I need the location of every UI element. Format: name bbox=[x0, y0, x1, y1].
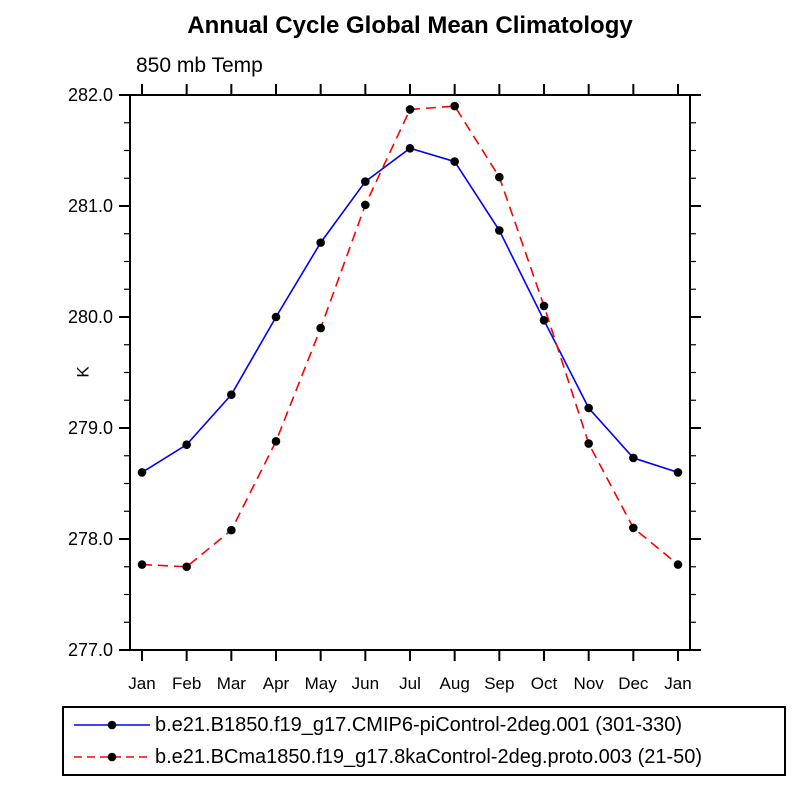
data-marker bbox=[361, 177, 370, 186]
x-tick-label: Jan bbox=[664, 674, 691, 693]
data-marker bbox=[673, 468, 683, 477]
data-marker bbox=[405, 143, 415, 153]
x-tick-label: Apr bbox=[263, 674, 290, 693]
x-tick-label: Mar bbox=[217, 674, 247, 693]
data-marker bbox=[137, 560, 147, 569]
data-marker bbox=[227, 525, 236, 535]
legend-label: b.e21.B1850.f19_g17.CMIP6-piControl-2deg… bbox=[155, 713, 683, 736]
data-marker bbox=[182, 562, 191, 572]
data-marker bbox=[539, 316, 549, 325]
x-tick-label: Aug bbox=[440, 674, 470, 693]
data-marker bbox=[495, 172, 504, 182]
x-tick-label: Oct bbox=[531, 674, 558, 693]
data-marker bbox=[137, 468, 147, 477]
x-tick-label: Jan bbox=[128, 674, 155, 693]
data-marker bbox=[361, 200, 370, 210]
x-tick-label: Nov bbox=[574, 674, 605, 693]
data-marker bbox=[182, 440, 191, 449]
x-tick-label: Jul bbox=[399, 674, 421, 693]
data-marker bbox=[584, 403, 593, 413]
legend-line-sample-solid-icon bbox=[74, 720, 150, 730]
data-marker bbox=[629, 523, 638, 533]
y-tick-label: 278.0 bbox=[68, 529, 113, 549]
legend-marker-icon bbox=[107, 720, 117, 730]
legend-box: b.e21.B1850.f19_g17.CMIP6-piControl-2deg… bbox=[62, 706, 786, 776]
data-marker bbox=[673, 560, 683, 569]
data-marker bbox=[584, 439, 593, 448]
y-tick-label: 277.0 bbox=[68, 640, 113, 660]
series-line-1 bbox=[141, 105, 679, 568]
data-marker bbox=[629, 453, 638, 463]
y-tick-label: 281.0 bbox=[68, 196, 113, 216]
series-line-0 bbox=[141, 147, 679, 474]
data-marker bbox=[405, 105, 415, 114]
plot-frame bbox=[129, 94, 691, 651]
x-tick-label: Sep bbox=[484, 674, 514, 693]
data-marker bbox=[450, 157, 459, 166]
data-marker bbox=[495, 226, 504, 235]
x-tick-label: May bbox=[305, 674, 338, 693]
plot-subtitle: 850 mb Temp bbox=[136, 54, 263, 77]
data-marker bbox=[316, 238, 325, 247]
legend-marker-icon bbox=[107, 752, 117, 762]
data-marker bbox=[271, 437, 281, 446]
data-marker bbox=[450, 101, 459, 111]
y-tick-label: 279.0 bbox=[68, 418, 113, 438]
legend-item: b.e21.BCma1850.f19_g17.8kaControl-2deg.p… bbox=[72, 742, 784, 772]
data-marker bbox=[271, 312, 281, 322]
x-tick-label: Feb bbox=[172, 674, 201, 693]
data-marker bbox=[539, 301, 549, 311]
y-tick-label: 282.0 bbox=[68, 85, 113, 105]
legend-label: b.e21.BCma1850.f19_g17.8kaControl-2deg.p… bbox=[155, 745, 703, 768]
data-marker bbox=[316, 323, 325, 333]
data-marker bbox=[227, 390, 236, 400]
y-tick-label: 280.0 bbox=[68, 307, 113, 327]
legend-item: b.e21.B1850.f19_g17.CMIP6-piControl-2deg… bbox=[72, 710, 784, 740]
chart-title: Annual Cycle Global Mean Climatology bbox=[187, 12, 633, 39]
x-tick-label: Dec bbox=[618, 674, 649, 693]
legend-line-sample-dashed-icon bbox=[74, 752, 150, 762]
x-tick-label: Jun bbox=[352, 674, 379, 693]
